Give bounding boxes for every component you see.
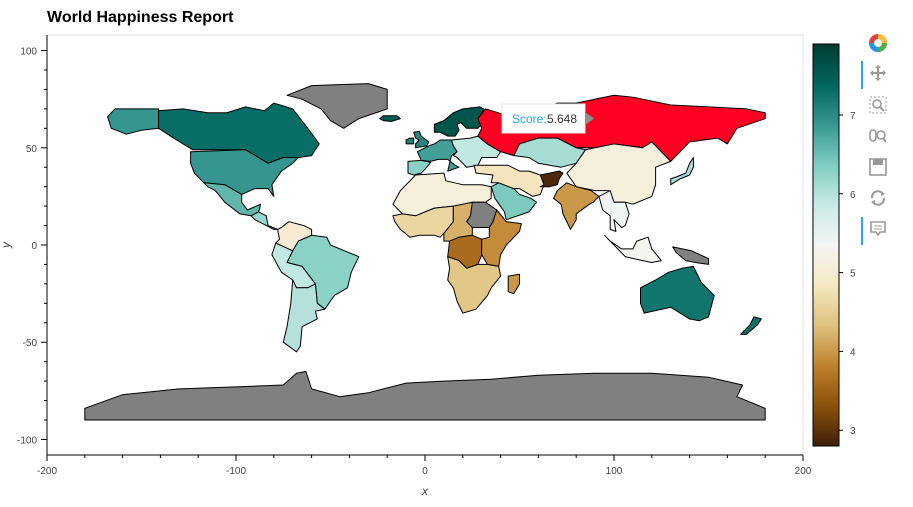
save-icon [869,158,887,176]
country-southern-africa[interactable] [447,256,502,314]
country-afghanistan[interactable] [539,170,564,188]
country-iran-middle-east[interactable] [473,164,545,197]
hover-tooltip: Score: 5.648 [501,103,594,134]
colorbar-tick-label: 5 [850,269,856,280]
country-greenland[interactable] [286,83,388,129]
x-tick-label: 200 [795,466,812,477]
country-australia[interactable] [640,265,715,322]
colorbar-tick-label: 6 [850,190,856,201]
tooltip-label: Score: [512,112,547,126]
country-southeast-asia[interactable] [598,190,630,232]
country-antarctica[interactable] [84,370,766,421]
country-indonesia[interactable] [604,234,662,263]
colorbar-tick-label: 7 [850,111,856,122]
country-scandinavia[interactable] [433,106,485,137]
pan-tool-button[interactable] [860,60,896,89]
country-west-africa[interactable] [392,205,454,238]
country-chile-argentina[interactable] [282,279,326,353]
colorbar-tick-label: 4 [850,347,856,358]
x-tick-label: 100 [606,466,623,477]
box-zoom-tool-button[interactable] [860,92,896,118]
country-east-africa[interactable] [481,209,522,267]
country-united-states[interactable] [190,149,299,197]
country-alaska[interactable] [107,108,159,135]
box-zoom-icon [869,96,887,114]
save-tool-button[interactable] [860,154,896,180]
bokeh-logo-icon[interactable] [868,33,888,53]
x-tick-label: 0 [422,466,428,477]
country-japan[interactable] [670,157,694,186]
country-spain-portugal[interactable] [407,159,432,176]
country-papua-new-guinea[interactable] [672,246,709,265]
y-tick-label: 0 [31,241,37,252]
colorbar-ramp [812,43,840,447]
axes: -200 -100 0 100 200 -100 -50 0 50 100 x y [0,35,812,498]
y-tick-label: -50 [23,338,38,349]
wheel-zoom-icon [869,129,887,143]
country-madagascar[interactable] [507,273,520,295]
reset-icon [870,190,886,206]
tooltip-value: 5.648 [547,112,577,126]
y-tick-label: 50 [26,144,38,155]
x-axis-label: x [421,484,429,498]
colorbar-tick-label: 3 [850,426,856,437]
y-tick-label: -100 [17,435,37,446]
country-united-kingdom[interactable] [413,130,430,149]
pan-icon [870,65,886,81]
country-mongolia-china[interactable] [566,141,672,205]
hover-icon [870,221,886,237]
reset-tool-button[interactable] [860,185,896,211]
wheel-zoom-tool-button[interactable] [860,123,896,149]
y-axis-label: y [0,241,13,249]
tooltip-arrow [585,112,594,125]
plot-area[interactable] [46,34,804,456]
country-ireland[interactable] [405,137,415,145]
country-western-europe[interactable] [416,139,460,172]
country-india[interactable] [553,182,600,230]
country-iceland[interactable] [379,115,401,122]
colorbar: 3 4 5 6 7 [812,43,856,447]
country-new-zealand[interactable] [740,316,762,335]
hover-tool-button[interactable] [860,216,896,245]
country-canada[interactable] [158,102,320,164]
y-tick-label: 100 [20,47,37,58]
x-tick-label: -100 [226,466,246,477]
x-tick-label: -200 [37,466,57,477]
chart-title: World Happiness Report [47,9,234,26]
